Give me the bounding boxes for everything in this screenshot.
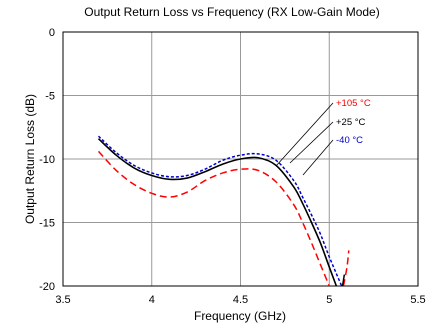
x-axis-label: Frequency (GHz) [194, 309, 286, 323]
legend: +105 °C +25 °C -40 °C [275, 98, 371, 176]
chart-title: Output Return Loss vs Frequency (RX Low-… [84, 5, 379, 19]
y-tick-label: -5 [45, 91, 55, 103]
series-lines [97, 135, 350, 286]
series-line-2 [97, 135, 343, 286]
series-tail-0 [342, 250, 350, 286]
series-tail-1 [341, 274, 346, 286]
series-line-1 [97, 138, 338, 286]
legend-leader-line-2 [302, 139, 334, 176]
series-line-0 [97, 150, 330, 286]
y-tick-label: -10 [39, 154, 55, 166]
x-tick-label: 3.5 [55, 294, 70, 306]
x-tick-label: 4.5 [233, 294, 248, 306]
y-tick-label: 0 [49, 27, 55, 39]
legend-label-0: +105 °C [336, 98, 371, 109]
y-tick-labels: 0 -5 -10 -15 -20 [39, 27, 55, 293]
legend-label-2: -40 °C [336, 135, 363, 146]
legend-leader-line-1 [289, 121, 334, 164]
y-tick-label: -20 [39, 281, 55, 293]
legend-leader-line-0 [275, 102, 334, 167]
plot-frame [62, 31, 419, 287]
x-tick-label: 5.5 [410, 294, 425, 306]
legend-label-1: +25 °C [336, 117, 366, 128]
y-tick-label: -15 [39, 218, 55, 230]
x-tick-label: 5 [326, 294, 332, 306]
x-tick-label: 4 [149, 294, 155, 306]
x-tick-labels: 3.5 4 4.5 5 5.5 [55, 294, 425, 306]
y-axis-label: Output Return Loss (dB) [23, 94, 37, 224]
